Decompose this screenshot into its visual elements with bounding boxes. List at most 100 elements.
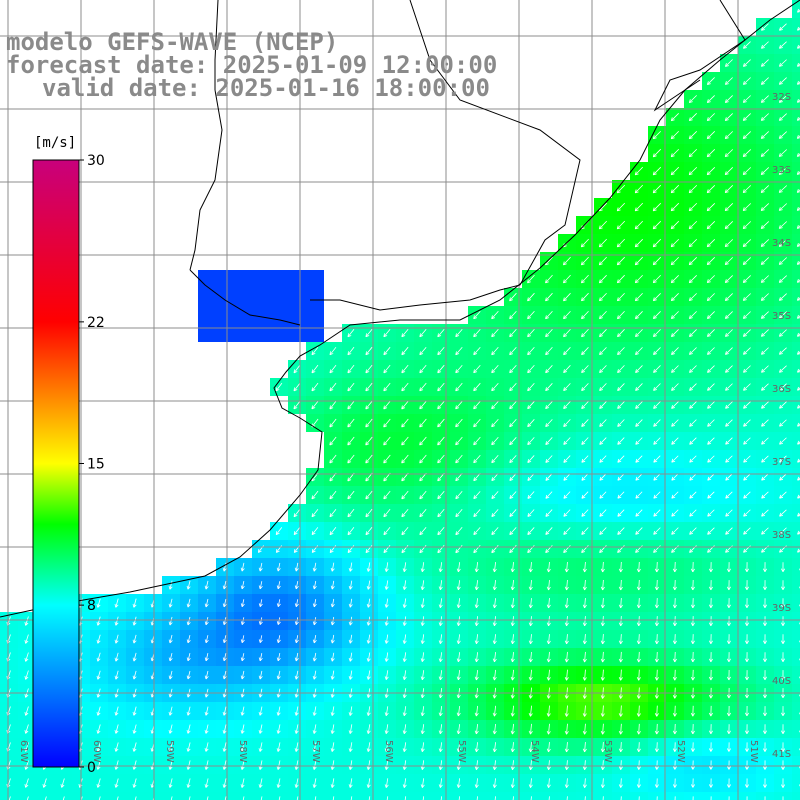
field-cell	[234, 270, 252, 288]
wind-arrow	[24, 760, 29, 770]
wind-arrow	[384, 742, 389, 752]
wind-arrow	[797, 422, 800, 427]
wind-arrow	[476, 796, 478, 800]
latitude-label: 37S	[772, 457, 791, 468]
wind-arrow	[383, 364, 391, 374]
wind-arrow	[563, 256, 571, 266]
wind-arrow	[582, 616, 587, 627]
wind-arrow	[384, 670, 389, 680]
wind-arrow	[708, 652, 713, 663]
wind-arrow	[618, 723, 623, 735]
wind-arrow	[726, 724, 731, 735]
wind-arrow	[653, 473, 661, 481]
wind-arrow	[528, 778, 533, 788]
wind-arrow	[742, 149, 752, 157]
wind-arrow	[132, 760, 137, 770]
wind-arrow	[329, 346, 337, 356]
wind-arrow	[563, 365, 571, 374]
wind-arrow	[437, 418, 445, 428]
wind-arrow	[528, 705, 533, 717]
wind-arrow	[402, 598, 407, 608]
wind-arrow	[706, 131, 716, 140]
wind-arrow	[762, 634, 768, 644]
wind-arrow	[564, 760, 569, 770]
wind-arrow	[402, 706, 407, 717]
wind-arrow	[419, 508, 427, 518]
wind-arrow	[580, 256, 589, 266]
wind-arrow	[98, 796, 101, 800]
wind-arrow	[455, 346, 463, 356]
wind-arrow	[527, 473, 535, 481]
wind-arrow	[708, 634, 713, 645]
wind-arrow	[258, 670, 263, 680]
wind-arrow	[347, 382, 355, 392]
wind-arrow	[186, 778, 191, 788]
wind-arrow	[618, 579, 623, 591]
wind-arrow	[278, 796, 281, 800]
field-cell	[792, 342, 800, 360]
wind-arrow	[726, 616, 731, 627]
wind-arrow	[706, 184, 716, 194]
wind-arrow	[350, 796, 353, 800]
wind-arrow	[707, 437, 715, 445]
wind-arrow	[348, 760, 353, 770]
wind-arrow	[652, 293, 661, 302]
wind-arrow	[96, 760, 101, 770]
wind-arrow	[564, 723, 569, 735]
wind-arrow	[474, 634, 479, 645]
wind-arrow	[473, 328, 481, 338]
field-cell	[792, 720, 800, 738]
wind-arrow	[366, 724, 371, 734]
wind-arrow	[689, 509, 697, 517]
wind-arrow	[797, 548, 800, 553]
wind-arrow	[420, 778, 425, 788]
wind-arrow	[365, 508, 373, 518]
wind-arrow	[581, 455, 589, 463]
field-cell	[792, 252, 800, 270]
wind-arrow	[656, 796, 658, 800]
wind-arrow	[688, 184, 698, 194]
field-cell	[378, 792, 396, 800]
wind-arrow	[330, 598, 335, 608]
wind-arrow	[80, 796, 83, 800]
wind-arrow	[762, 652, 768, 663]
wind-arrow	[473, 418, 481, 428]
field-cell	[792, 162, 800, 180]
wind-arrow	[653, 527, 661, 535]
field-cell	[792, 90, 800, 108]
wind-arrow	[743, 437, 751, 445]
field-cell	[216, 792, 234, 800]
wind-arrow	[204, 580, 209, 590]
wind-arrow	[636, 778, 641, 788]
wind-arrow	[581, 491, 589, 499]
field-cell	[792, 36, 800, 54]
wind-arrow	[725, 437, 733, 445]
wind-arrow	[779, 41, 787, 49]
wind-arrow	[743, 419, 751, 427]
wind-arrow	[689, 365, 697, 373]
latitude-label: 36S	[772, 384, 791, 395]
wind-arrow	[706, 202, 716, 212]
wind-arrow	[311, 346, 319, 356]
wind-arrow	[383, 400, 391, 410]
wind-arrow	[455, 436, 463, 446]
wind-arrow	[329, 454, 337, 464]
wind-arrow	[744, 724, 749, 734]
wind-arrow	[652, 220, 662, 230]
wind-arrow	[311, 490, 319, 500]
wind-arrow	[276, 617, 281, 625]
wind-arrow	[437, 346, 445, 356]
wind-arrow	[582, 561, 587, 573]
wind-arrow	[546, 651, 551, 663]
wind-arrow	[564, 579, 569, 591]
wind-arrow	[726, 634, 731, 645]
wind-arrow	[744, 670, 749, 681]
wind-arrow	[689, 347, 697, 355]
wind-arrow	[527, 419, 535, 428]
wind-arrow	[509, 382, 517, 392]
wind-arrow	[652, 130, 661, 140]
wind-arrow	[581, 419, 589, 427]
wind-arrow	[456, 778, 461, 788]
wind-arrow	[690, 669, 695, 681]
wind-arrow	[312, 778, 317, 788]
